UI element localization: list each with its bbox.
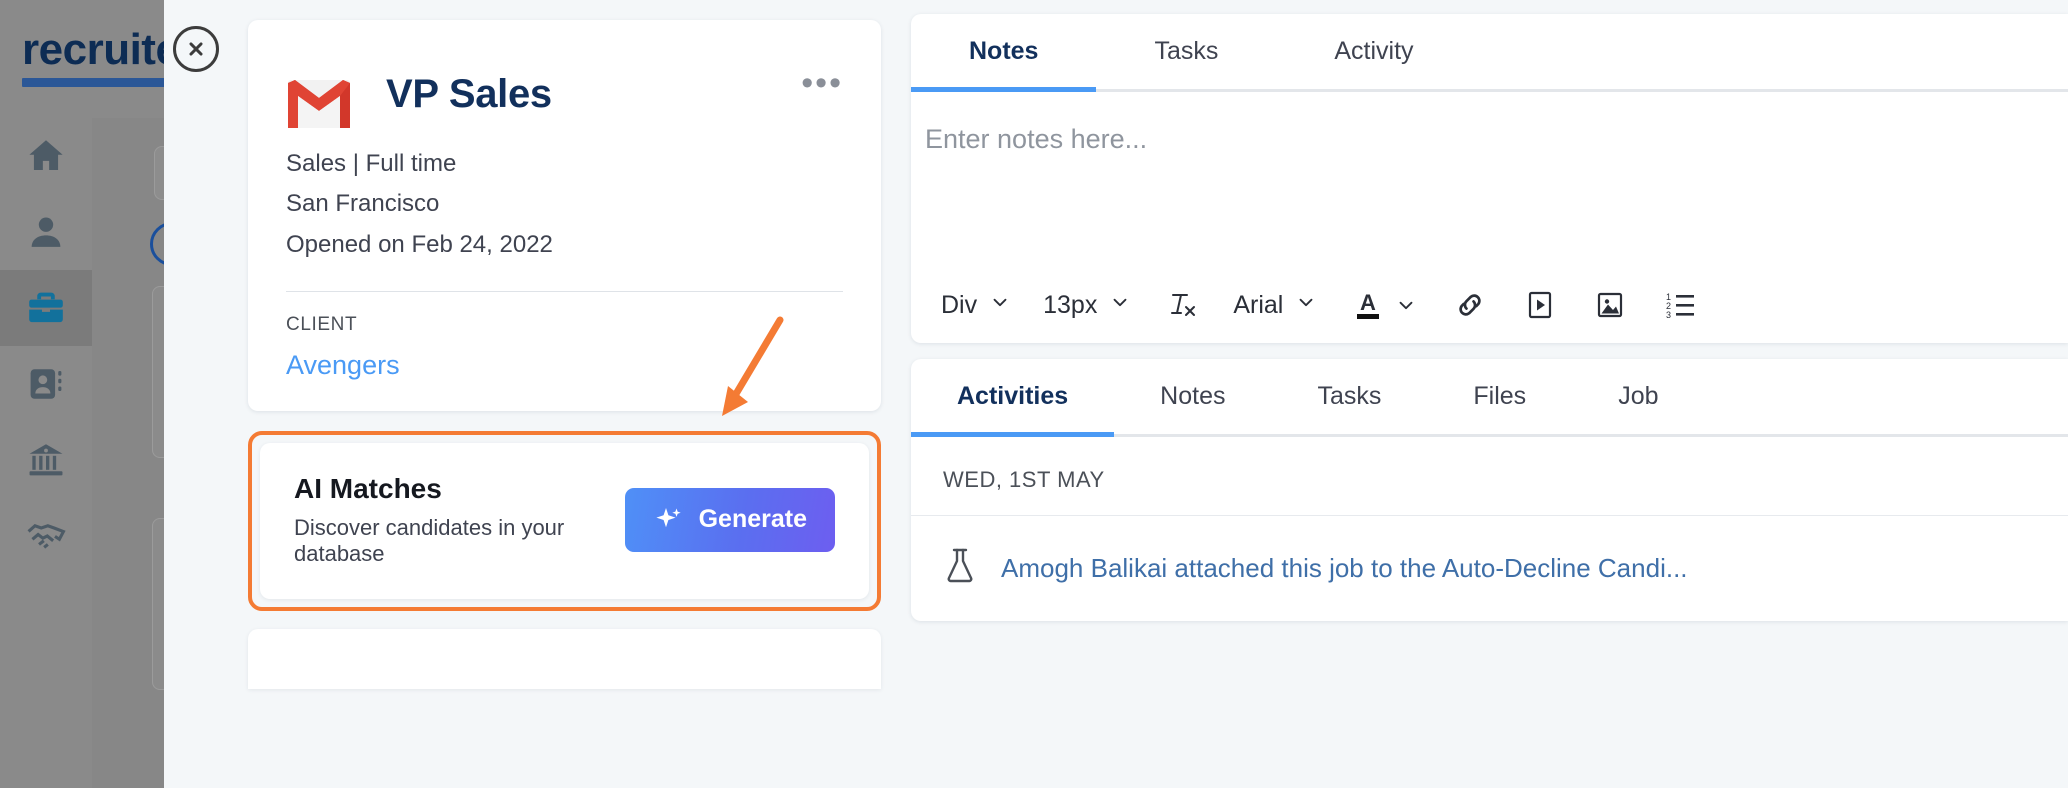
- chevron-down-icon: [1395, 294, 1417, 316]
- generate-button[interactable]: Generate: [624, 487, 835, 552]
- tab-activities-files[interactable]: Files: [1427, 359, 1572, 434]
- tab-activities-notes-label: Notes: [1160, 382, 1226, 410]
- text-color-icon: A: [1351, 287, 1385, 323]
- job-summary-card: VP Sales ••• Sales | Full time San Franc…: [248, 20, 881, 411]
- activity-day-header: WED, 1ST MAY: [943, 467, 1105, 492]
- tab-activities-label: Activities: [957, 382, 1069, 410]
- person-icon: [25, 211, 67, 253]
- insert-link-button[interactable]: [1435, 288, 1505, 322]
- tab-activities-tasks[interactable]: Tasks: [1271, 359, 1427, 434]
- app-logo-underline: [22, 78, 207, 87]
- insert-video-button[interactable]: [1505, 288, 1575, 322]
- generate-button-label: Generate: [698, 505, 807, 534]
- client-link[interactable]: Avengers: [286, 349, 400, 380]
- tab-tasks[interactable]: Tasks: [1096, 14, 1276, 89]
- sidebar-item-home[interactable]: [0, 118, 92, 194]
- tab-activity[interactable]: Activity: [1276, 14, 1471, 89]
- client-label: CLIENT: [286, 313, 358, 335]
- block-format-select[interactable]: Div: [925, 291, 1027, 320]
- sidebar-item-deals[interactable]: [0, 498, 92, 574]
- job-card-header: VP Sales •••: [286, 54, 843, 130]
- tab-activities-tasks-label: Tasks: [1317, 382, 1382, 410]
- job-department-type: Sales | Full time: [286, 150, 457, 177]
- notes-card: Notes Tasks Activity Enter notes here...…: [911, 14, 2068, 343]
- flask-icon: [943, 546, 977, 591]
- font-family-value: Arial: [1233, 290, 1284, 319]
- ai-matches-texts: AI Matches Discover candidates in your d…: [294, 473, 625, 567]
- page-title: VP Sales: [386, 72, 552, 116]
- sidebar-item-candidates[interactable]: [0, 194, 92, 270]
- ai-matches-card: AI Matches Discover candidates in your d…: [260, 442, 869, 599]
- bank-icon: [25, 439, 67, 481]
- block-format-value: Div: [941, 290, 978, 319]
- notes-tab-strip: Notes Tasks Activity: [911, 14, 2068, 92]
- gmail-icon: [286, 78, 352, 130]
- ai-matches-highlight: AI Matches Discover candidates in your d…: [248, 430, 881, 611]
- next-section-card[interactable]: [248, 628, 881, 689]
- activities-card: Activities Notes Tasks Files Job WED, 1S…: [911, 359, 2068, 621]
- svg-text:3: 3: [1666, 310, 1671, 320]
- close-icon: [185, 38, 207, 60]
- sparkle-icon: [653, 504, 685, 536]
- contact-card-icon: [25, 363, 67, 405]
- left-sidebar: [0, 118, 92, 788]
- insert-image-button[interactable]: [1575, 288, 1645, 322]
- text-color-button[interactable]: A: [1333, 287, 1389, 323]
- tab-activities-files-label: Files: [1473, 382, 1527, 410]
- ordered-list-icon: 1 2 3: [1663, 288, 1697, 322]
- editor-toolbar: Div 13px: [911, 267, 2068, 343]
- tab-notes[interactable]: Notes: [911, 14, 1097, 92]
- image-icon: [1593, 288, 1627, 322]
- font-size-select[interactable]: 13px: [1027, 291, 1147, 320]
- chevron-down-icon: [1295, 291, 1317, 320]
- chevron-down-icon: [989, 291, 1011, 320]
- job-meta: Sales | Full time San Francisco Opened o…: [286, 144, 843, 265]
- tab-activities-job[interactable]: Job: [1572, 359, 1704, 434]
- tab-activities[interactable]: Activities: [911, 359, 1115, 437]
- tab-tasks-label: Tasks: [1154, 37, 1219, 65]
- clear-formatting-button[interactable]: [1147, 288, 1217, 322]
- job-location: San Francisco: [286, 190, 440, 218]
- job-detail-column: VP Sales ••• Sales | Full time San Franc…: [248, 20, 881, 689]
- ai-matches-subtitle: Discover candidates in your database: [294, 514, 565, 566]
- activities-tab-strip: Activities Notes Tasks Files Job: [911, 359, 2068, 437]
- table-row[interactable]: Amogh Balikai attached this job to the A…: [911, 515, 2068, 621]
- app-logo[interactable]: recruite: [22, 28, 207, 87]
- divider: [286, 290, 843, 292]
- ordered-list-button[interactable]: 1 2 3: [1645, 288, 1715, 322]
- handshake-icon: [24, 514, 68, 558]
- font-family-select[interactable]: Arial: [1217, 291, 1333, 320]
- svg-text:1: 1: [1666, 292, 1671, 302]
- video-icon: [1523, 288, 1557, 322]
- tab-notes-label: Notes: [969, 37, 1039, 65]
- right-panel: Notes Tasks Activity Enter notes here...…: [911, 14, 2068, 788]
- home-icon: [25, 135, 67, 177]
- tab-activities-job-label: Job: [1618, 382, 1659, 410]
- job-opened-date: Opened on Feb 24, 2022: [286, 230, 553, 258]
- svg-text:A: A: [1360, 290, 1376, 315]
- close-modal-button[interactable]: [173, 26, 219, 72]
- activity-text[interactable]: Amogh Balikai attached this job to the A…: [1001, 553, 1688, 583]
- sidebar-item-companies[interactable]: [0, 422, 92, 498]
- sidebar-item-contacts[interactable]: [0, 346, 92, 422]
- notes-placeholder-text: Enter notes here...: [925, 124, 1148, 154]
- tab-activity-label: Activity: [1334, 37, 1414, 65]
- notes-input[interactable]: Enter notes here...: [911, 92, 2068, 267]
- briefcase-icon: [25, 287, 67, 329]
- chevron-down-icon: [1109, 291, 1131, 320]
- ai-matches-title: AI Matches: [294, 472, 442, 504]
- sidebar-item-jobs[interactable]: [0, 270, 92, 346]
- clear-formatting-icon: [1165, 288, 1199, 322]
- link-icon: [1453, 288, 1487, 322]
- svg-text:2: 2: [1666, 301, 1671, 311]
- tab-activities-notes[interactable]: Notes: [1114, 359, 1271, 434]
- font-size-value: 13px: [1043, 290, 1098, 319]
- job-more-options-button[interactable]: •••: [801, 64, 843, 102]
- app-logo-text: recruite: [22, 25, 180, 74]
- text-color-dropdown[interactable]: [1389, 294, 1435, 316]
